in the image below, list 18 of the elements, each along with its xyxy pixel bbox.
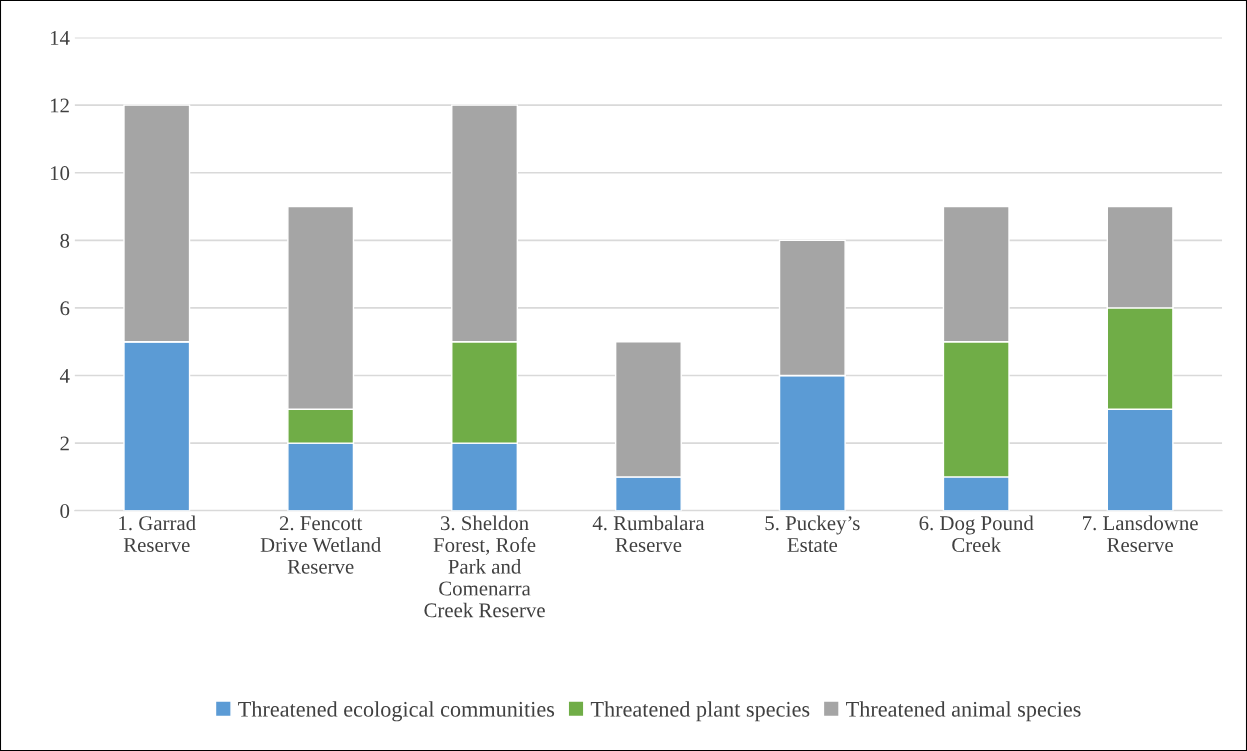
y-tick-label: 2: [60, 436, 69, 451]
legend-label: Threatened plant species: [590, 701, 810, 722]
legend-label: Threatened animal species: [846, 701, 1081, 722]
x-tick-label: 1. Garrad Reserve: [119, 515, 196, 552]
y-tick-label: 14: [50, 31, 70, 45]
x-tick-label: 5. Puckey’s Estate: [765, 515, 860, 553]
x-tick-label: 6. Dog Pound Creek: [919, 515, 1034, 553]
x-tick-label: 4. Rumbalara Reserve: [592, 515, 705, 552]
y-tick-label: 12: [50, 98, 69, 113]
y-tick-label: 10: [50, 166, 70, 181]
x-tick-label: 7. Lansdowne Reserve: [1083, 515, 1198, 552]
x-tick-label: 2. Fencott Drive Wetland Reserve: [260, 516, 381, 574]
y-tick-label: 8: [60, 233, 70, 248]
y-tick-label: 6: [60, 301, 70, 316]
legend-label: Threatened ecological communities: [238, 701, 555, 722]
y-tick-label: 0: [60, 504, 70, 519]
x-tick-label: 3. Sheldon Forest, Rofe Park and Comenarra Creek Reserve: [424, 515, 545, 618]
y-tick-label: 4: [59, 369, 70, 383]
